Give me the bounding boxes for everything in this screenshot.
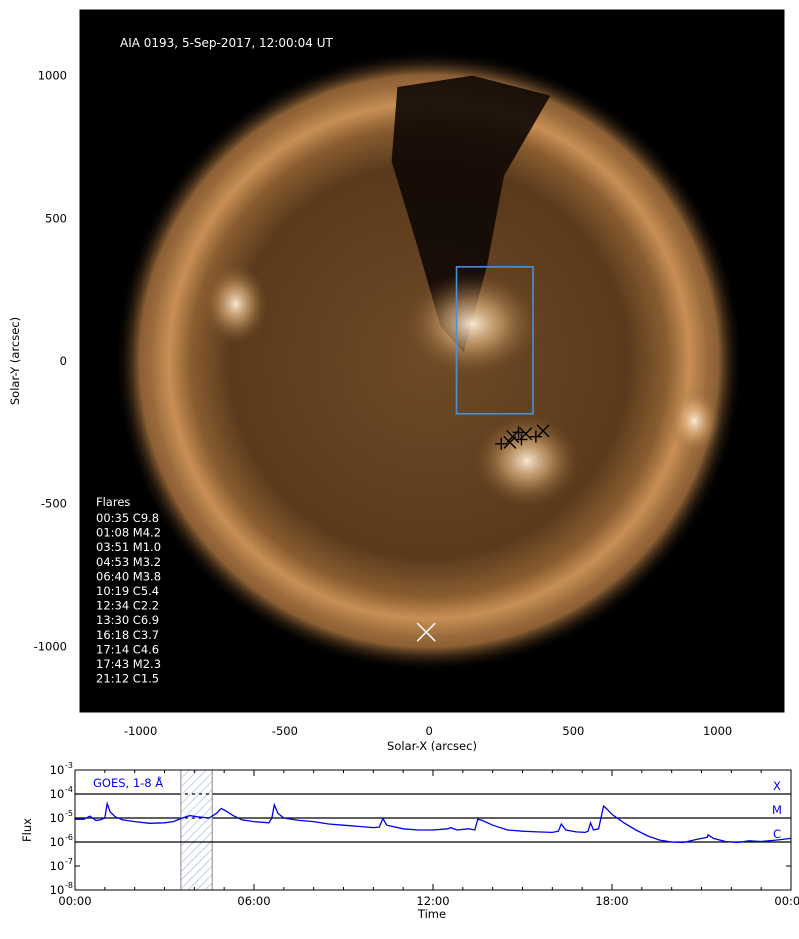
- flare-list: Flares 00:35 C9.801:08 M4.203:51 M1.004:5…: [96, 495, 161, 686]
- flare-list-item: 16:18 C3.7: [96, 628, 159, 642]
- flare-list-item: 12:34 C2.2: [96, 599, 159, 613]
- goes-flux-series: [75, 801, 792, 844]
- class-label: X: [773, 779, 781, 793]
- x-tick-label: -1000: [124, 724, 157, 738]
- flare-list-item: 13:30 C6.9: [96, 613, 159, 627]
- goes-y-tick-label: 10: [50, 787, 65, 801]
- aia-image-panel: -1000 -500 0 500 1000 1000 500 0 -500 -1000 AIA 0…: [8, 9, 785, 753]
- goes-x-axis-label: Time: [417, 907, 446, 921]
- goes-y-tick-exponent: -4: [65, 785, 73, 794]
- goes-y-tick-exponent: -5: [65, 809, 73, 818]
- flare-marker: [512, 426, 525, 439]
- image-title: AIA 0193, 5-Sep-2017, 12:00:04 UT: [120, 36, 334, 50]
- flare-list-item: 01:08 M4.2: [96, 526, 161, 540]
- class-label: C: [773, 827, 781, 841]
- flare-list-item: 17:14 C4.6: [96, 642, 159, 656]
- goes-axis-ticks: 00:0006:0012:0018:0000:0010-810-710-610-…: [50, 761, 799, 908]
- coronal-hole: [391, 75, 551, 353]
- goes-x-tick-label: 18:00: [595, 894, 628, 908]
- image-x-axis-label: Solar-X (arcsec): [387, 739, 477, 753]
- goes-y-tick-exponent: -3: [65, 761, 73, 770]
- x-tick-label: 1000: [703, 724, 732, 738]
- goes-y-tick-label: 10: [50, 859, 65, 873]
- class-label: M: [772, 803, 782, 817]
- flare-list-item: 21:12 C1.5: [96, 672, 159, 686]
- x-tick-label: -500: [272, 724, 298, 738]
- flare-marker: [519, 427, 533, 441]
- y-tick-label: 1000: [38, 69, 67, 83]
- goes-y-tick-exponent: -7: [65, 857, 73, 866]
- active-region-east: [204, 263, 268, 344]
- active-region-south: [475, 415, 580, 507]
- shaded-interval: [180, 769, 213, 891]
- goes-flux-panel: XMC 00:0006:0012:0018:0000:0010-810-710-…: [20, 761, 799, 921]
- y-tick-label: 0: [60, 354, 67, 368]
- goes-x-tick-label: 12:00: [416, 894, 449, 908]
- goes-x-tick-label: 00:00: [774, 894, 799, 908]
- flare-list-item: 06:40 M3.8: [96, 569, 161, 583]
- image-y-axis-label: Solar-Y (arcsec): [8, 317, 22, 405]
- goes-y-tick-label: 10: [50, 835, 65, 849]
- flare-marker: [536, 424, 550, 438]
- active-region-west-limb: [668, 386, 721, 456]
- image-axis-ticks: -1000 -500 0 500 1000 1000 500 0 -500 -1000: [34, 10, 784, 738]
- goes-y-tick-label: 10: [50, 883, 65, 897]
- flare-marker: [529, 430, 542, 443]
- flare-marker: [503, 435, 517, 449]
- flare-list-item: 04:53 M3.2: [96, 555, 161, 569]
- flare-list-item: 03:51 M1.0: [96, 540, 161, 554]
- x-tick-label: 0: [425, 724, 432, 738]
- goes-y-tick-label: 10: [50, 763, 65, 777]
- goes-x-tick-label: 00:00: [58, 894, 91, 908]
- y-tick-label: -1000: [34, 639, 67, 653]
- region-of-interest-box: [455, 266, 534, 415]
- flare-marker: [495, 437, 508, 450]
- goes-title: GOES, 1-8 Å: [93, 775, 163, 790]
- goes-y-tick-exponent: -8: [65, 881, 73, 890]
- flare-markers: [495, 424, 550, 450]
- y-tick-label: 500: [45, 211, 67, 225]
- flare-list-heading: Flares: [96, 495, 130, 509]
- goes-y-tick-exponent: -6: [65, 833, 73, 842]
- flare-marker: [515, 433, 528, 446]
- active-region-center: [406, 272, 539, 376]
- goes-y-axis-label: Flux: [20, 818, 34, 842]
- y-tick-label: -500: [41, 497, 67, 511]
- flare-list-item: 17:43 M2.3: [96, 657, 161, 671]
- x-tick-label: 500: [562, 724, 584, 738]
- flare-list-item: 10:19 C5.4: [96, 584, 159, 598]
- limb-flare-marker: [416, 622, 436, 642]
- goes-x-tick-label: 06:00: [237, 894, 270, 908]
- flare-list-item: 00:35 C9.8: [96, 511, 159, 525]
- goes-y-tick-label: 10: [50, 811, 65, 825]
